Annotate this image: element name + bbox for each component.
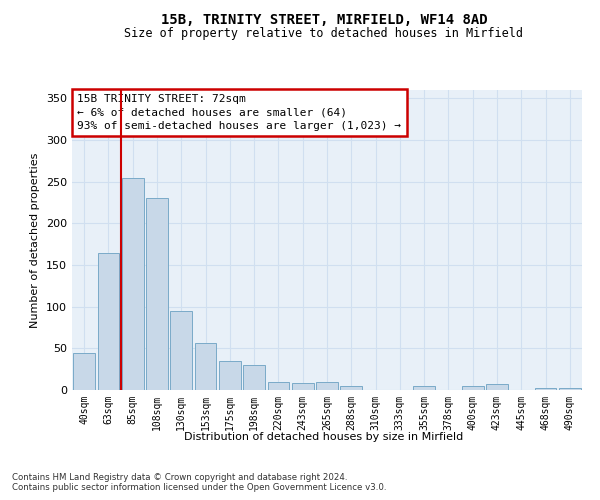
Bar [122, 178, 143, 390]
Bar [292, 384, 314, 390]
Bar [146, 198, 168, 390]
Text: 15B TRINITY STREET: 72sqm
← 6% of detached houses are smaller (64)
93% of semi-d: 15B TRINITY STREET: 72sqm ← 6% of detach… [77, 94, 401, 131]
Text: Contains HM Land Registry data © Crown copyright and database right 2024.
Contai: Contains HM Land Registry data © Crown c… [12, 472, 386, 492]
Bar [535, 388, 556, 390]
Bar [559, 388, 581, 390]
Bar [73, 352, 95, 390]
Bar [316, 382, 338, 390]
Bar [268, 382, 289, 390]
Y-axis label: Number of detached properties: Number of detached properties [31, 152, 40, 328]
Bar [97, 252, 119, 390]
Bar [486, 384, 508, 390]
Text: 15B, TRINITY STREET, MIRFIELD, WF14 8AD: 15B, TRINITY STREET, MIRFIELD, WF14 8AD [161, 12, 487, 26]
Bar [243, 365, 265, 390]
Bar [413, 386, 435, 390]
Bar [170, 311, 192, 390]
Bar [340, 386, 362, 390]
Text: Distribution of detached houses by size in Mirfield: Distribution of detached houses by size … [184, 432, 464, 442]
Bar [462, 386, 484, 390]
Bar [219, 361, 241, 390]
Bar [194, 342, 217, 390]
Text: Size of property relative to detached houses in Mirfield: Size of property relative to detached ho… [125, 28, 523, 40]
